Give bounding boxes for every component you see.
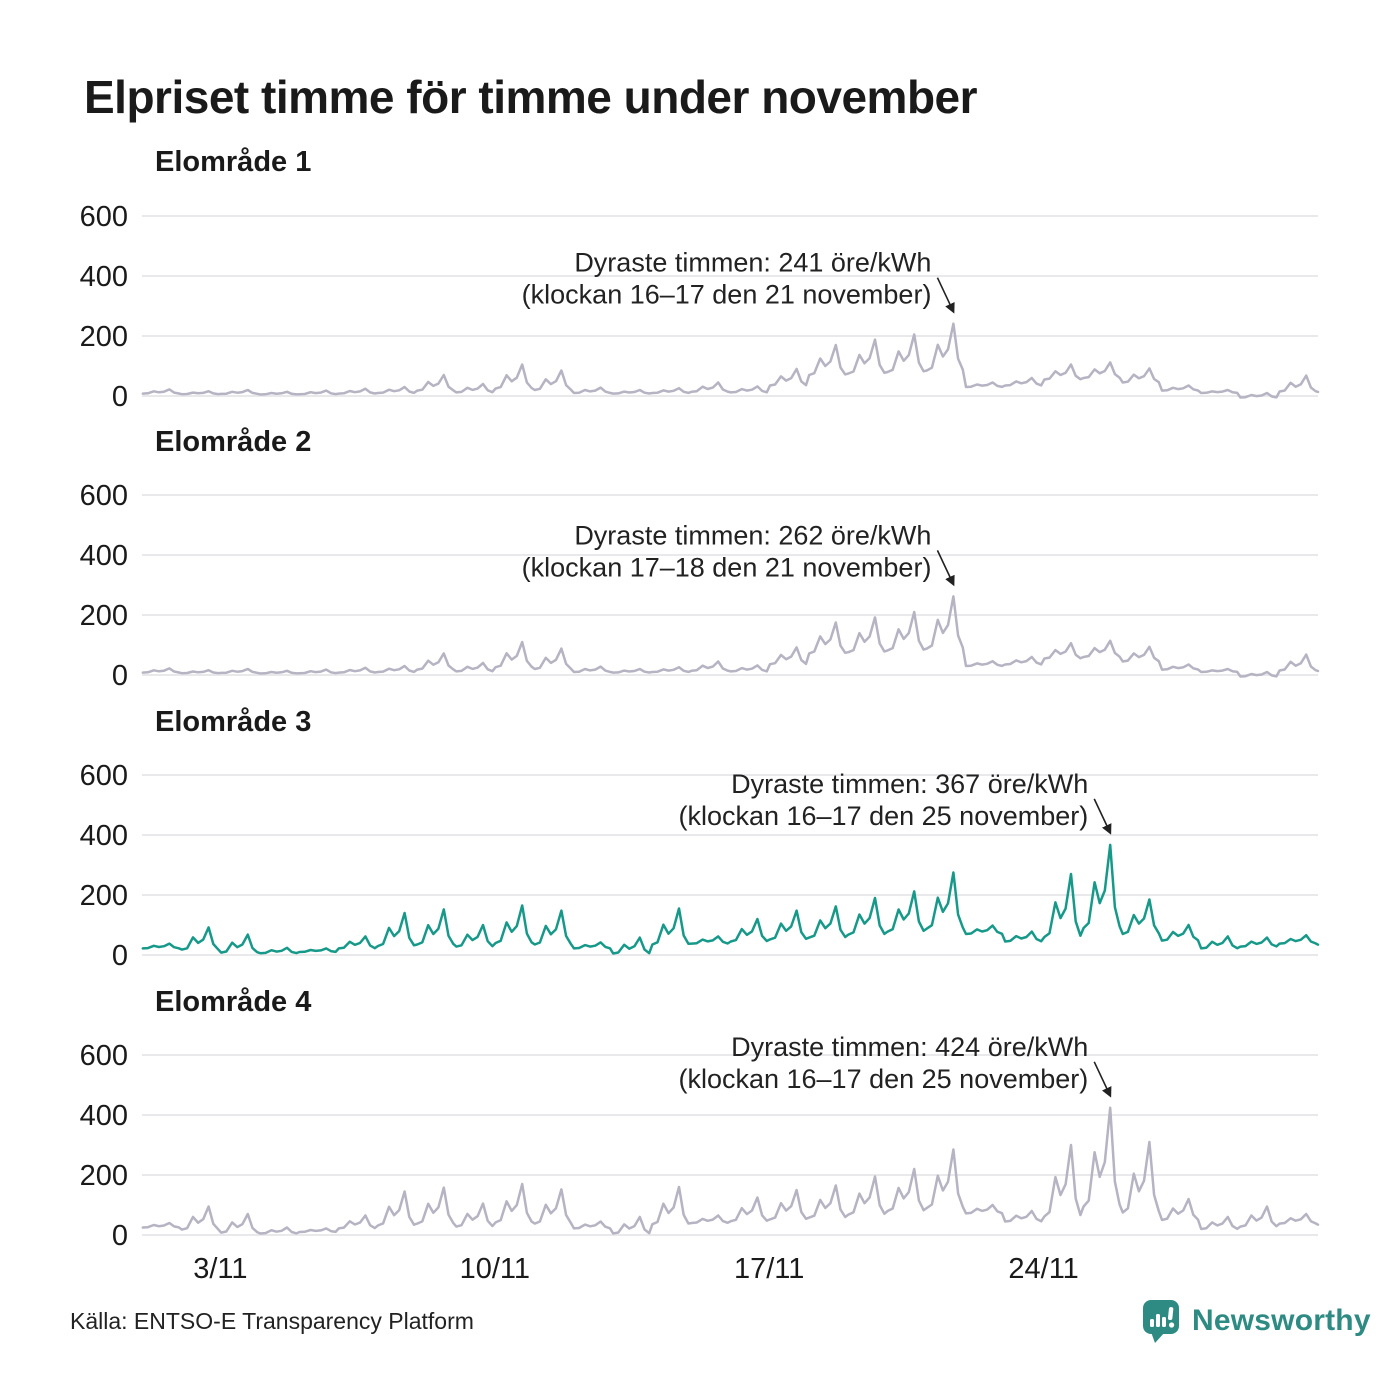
y-tick-label: 0	[112, 1220, 128, 1252]
page-title: Elpriset timme för timme under november	[84, 71, 978, 123]
annotation-line2: (klockan 16–17 den 25 november)	[678, 1064, 1088, 1094]
x-tick-label: 3/11	[193, 1253, 247, 1285]
chart-elområde-3: 600 400 200 0 Dyraste timmen: 367 öre/kWh(kl…	[80, 760, 1320, 972]
y-tick-label: 0	[112, 381, 128, 413]
y-tick-label: 600	[80, 201, 128, 233]
price-line-elområde-4	[141, 1106, 1320, 1235]
annotation-line1: Dyraste timmen: 241 öre/kWh	[574, 248, 931, 278]
annotation-line2: (klockan 16–17 den 25 november)	[678, 801, 1088, 831]
annotation-arrow	[936, 550, 955, 587]
chart-title-elomrade-2: Elområde 2	[155, 426, 312, 458]
newsworthy-logo-icon	[1143, 1299, 1179, 1343]
y-tick-label: 0	[112, 660, 128, 692]
y-tick-label: 400	[80, 820, 128, 852]
x-tick-label: 24/11	[1008, 1253, 1078, 1285]
price-line-elområde-3	[141, 843, 1320, 955]
chart-title-elomrade-3: Elområde 3	[155, 706, 312, 738]
y-tick-label: 400	[80, 1100, 128, 1132]
chart-title-elomrade-1: Elområde 1	[155, 146, 312, 178]
y-tick-label: 200	[80, 1160, 128, 1192]
x-tick-label: 17/11	[734, 1253, 804, 1285]
annotation-arrow	[1093, 1061, 1112, 1098]
y-tick-label: 0	[112, 940, 128, 972]
chart-elområde-1: 600 400 200 0 Dyraste timmen: 241 öre/kWh(kl…	[80, 201, 1320, 413]
y-tick-label: 600	[80, 480, 128, 512]
annotation-line2: (klockan 17–18 den 21 november)	[522, 552, 932, 582]
x-tick-label: 10/11	[460, 1253, 530, 1285]
y-tick-label: 200	[80, 880, 128, 912]
annotation-line1: Dyraste timmen: 367 öre/kWh	[731, 769, 1088, 799]
y-tick-label: 600	[80, 760, 128, 792]
annotation-arrow	[936, 277, 955, 314]
price-line-elområde-2	[141, 595, 1320, 678]
brand-lockup: Newsworthy	[1141, 1296, 1371, 1346]
y-tick-label: 400	[80, 261, 128, 293]
source-credit: Källa: ENTSO-E Transparency Platform	[70, 1308, 474, 1334]
chart-elområde-2: 600 400 200 0 Dyraste timmen: 262 öre/kWh(kl…	[80, 480, 1320, 692]
chart-elområde-4: 600 400 200 0 Dyraste timmen: 424 öre/kWh(kl…	[80, 1032, 1320, 1252]
brand-name: Newsworthy	[1192, 1304, 1371, 1337]
chart-title-elomrade-4: Elområde 4	[155, 986, 312, 1018]
price-line-elområde-1	[141, 322, 1320, 399]
y-tick-label: 200	[80, 600, 128, 632]
annotation-line1: Dyraste timmen: 262 öre/kWh	[574, 520, 931, 550]
annotation-line1: Dyraste timmen: 424 öre/kWh	[731, 1032, 1088, 1062]
y-tick-label: 200	[80, 321, 128, 353]
y-tick-label: 400	[80, 540, 128, 572]
annotation-line2: (klockan 16–17 den 21 november)	[522, 280, 932, 310]
annotation-arrow	[1093, 798, 1112, 835]
y-tick-label: 600	[80, 1040, 128, 1072]
